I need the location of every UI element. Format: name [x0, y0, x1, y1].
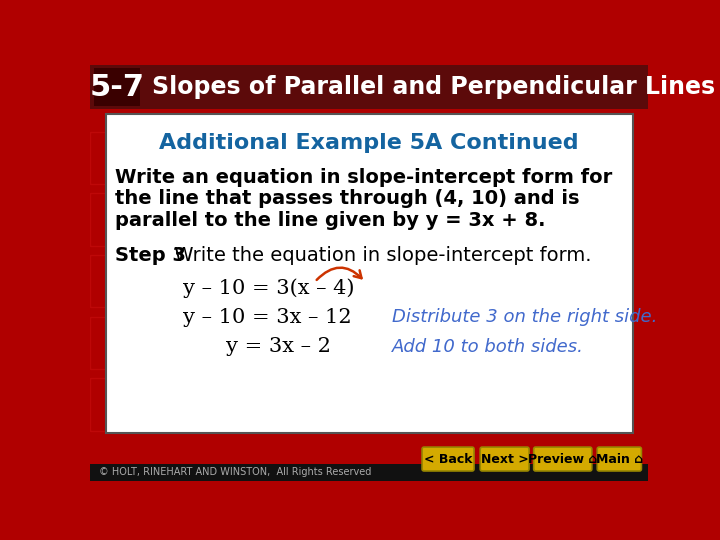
- FancyBboxPatch shape: [597, 447, 642, 471]
- FancyBboxPatch shape: [480, 447, 529, 471]
- Text: Add 10 to both sides.: Add 10 to both sides.: [392, 338, 584, 356]
- Text: Slopes of Parallel and Perpendicular Lines: Slopes of Parallel and Perpendicular Lin…: [152, 75, 715, 99]
- Bar: [90, 378, 106, 430]
- Bar: [106, 114, 632, 433]
- FancyBboxPatch shape: [534, 447, 592, 471]
- Text: < Back: < Back: [424, 453, 472, 465]
- Text: Distribute 3 on the right side.: Distribute 3 on the right side.: [392, 308, 657, 326]
- Text: Preview ⌂: Preview ⌂: [528, 453, 598, 465]
- Text: Write the equation in slope-intercept form.: Write the equation in slope-intercept fo…: [168, 246, 591, 265]
- Text: Next >: Next >: [481, 453, 528, 465]
- Bar: [94, 68, 140, 106]
- Text: © HOLT, RINEHART AND WINSTON,  All Rights Reserved: © HOLT, RINEHART AND WINSTON, All Rights…: [99, 467, 372, 477]
- Text: y – 10 = 3x – 12: y – 10 = 3x – 12: [183, 308, 351, 327]
- Text: the line that passes through (4, 10) and is: the line that passes through (4, 10) and…: [114, 190, 580, 208]
- Bar: [90, 65, 648, 110]
- Text: Write an equation in slope-intercept form for: Write an equation in slope-intercept for…: [114, 168, 612, 187]
- Text: Additional Example 5A Continued: Additional Example 5A Continued: [159, 133, 579, 153]
- Bar: [90, 255, 106, 307]
- Bar: [90, 464, 648, 481]
- Bar: [90, 193, 106, 246]
- Text: y = 3x – 2: y = 3x – 2: [225, 337, 330, 356]
- Bar: [90, 132, 106, 184]
- Text: y – 10 = 3(x – 4): y – 10 = 3(x – 4): [183, 278, 354, 298]
- Text: Main ⌂: Main ⌂: [595, 453, 643, 465]
- FancyArrowPatch shape: [317, 268, 361, 280]
- Text: 5-7: 5-7: [89, 72, 145, 102]
- Text: Step 3: Step 3: [114, 246, 186, 265]
- FancyBboxPatch shape: [422, 447, 474, 471]
- Text: parallel to the line given by y = 3x + 8.: parallel to the line given by y = 3x + 8…: [114, 211, 545, 230]
- Bar: [90, 316, 106, 369]
